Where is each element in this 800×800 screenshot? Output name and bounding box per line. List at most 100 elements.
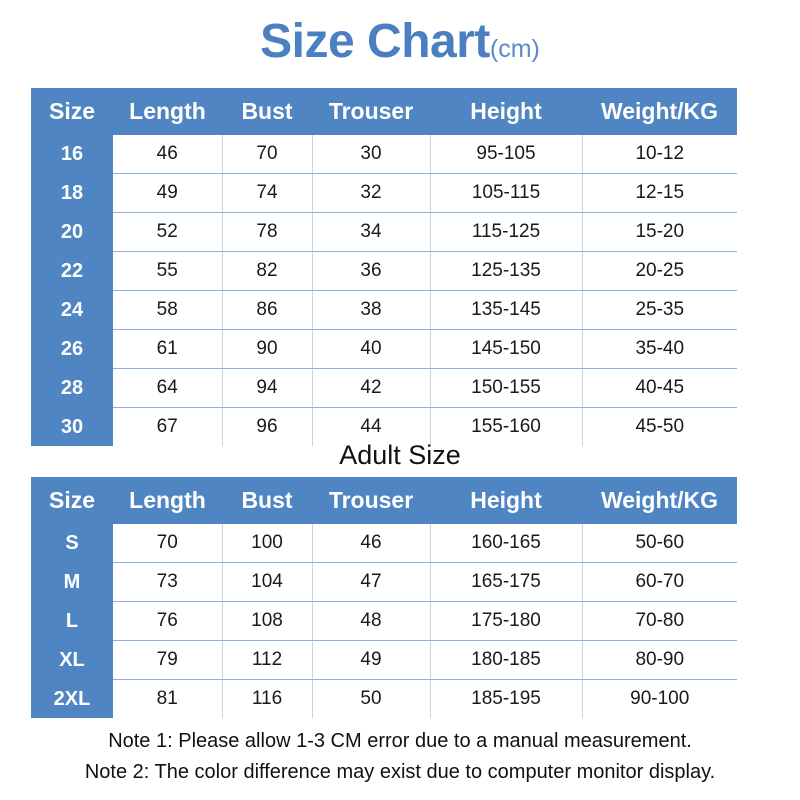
cell-weight: 60-70 — [582, 562, 737, 602]
adult-table-body: S 70 100 46 160-165 50-60 M 73 104 47 165-175 60-70… — [31, 524, 737, 718]
column-header-height: Height — [430, 88, 582, 135]
cell-length: 64 — [113, 368, 223, 408]
table-row: 18 49 74 32 105-115 12-15 — [31, 173, 737, 213]
cell-height: 165-175 — [430, 562, 583, 602]
cell-trouser: 47 — [312, 562, 431, 602]
cell-trouser: 49 — [312, 640, 431, 680]
cell-height: 175-180 — [430, 601, 583, 641]
adult-size-table: Size Length Bust Trouser Height Weight/K… — [31, 477, 737, 718]
column-header-height: Height — [430, 477, 582, 524]
cell-bust: 90 — [222, 329, 313, 369]
table-row: 22 55 82 36 125-135 20-25 — [31, 251, 737, 291]
kids-table-body: 16 46 70 30 95-105 10-12 18 49 74 32 105-115 12-15 2… — [31, 135, 737, 446]
cell-bust: 116 — [222, 679, 313, 718]
kids-size-table: Size Length Bust Trouser Height Weight/K… — [31, 88, 737, 446]
cell-height: 150-155 — [430, 368, 583, 408]
cell-height: 160-165 — [430, 524, 583, 563]
cell-height: 145-150 — [430, 329, 583, 369]
cell-height: 185-195 — [430, 679, 583, 718]
column-header-size: Size — [31, 477, 113, 524]
cell-bust: 74 — [222, 173, 313, 213]
cell-size: 2XL — [31, 679, 113, 718]
column-header-length: Length — [113, 477, 222, 524]
cell-height: 180-185 — [430, 640, 583, 680]
cell-trouser: 30 — [312, 135, 431, 174]
cell-bust: 86 — [222, 290, 313, 330]
column-header-weight: Weight/KG — [582, 88, 737, 135]
page-title-unit: (cm) — [489, 35, 540, 63]
cell-length: 49 — [113, 173, 223, 213]
cell-bust: 70 — [222, 135, 313, 174]
table-row: 20 52 78 34 115-125 15-20 — [31, 212, 737, 252]
cell-trouser: 42 — [312, 368, 431, 408]
cell-length: 67 — [113, 407, 223, 446]
cell-bust: 108 — [222, 601, 313, 641]
cell-length: 52 — [113, 212, 223, 252]
cell-size: 18 — [31, 173, 113, 213]
column-header-weight: Weight/KG — [582, 477, 737, 524]
kids-table-header: Size Length Bust Trouser Height Weight/K… — [31, 88, 737, 135]
cell-bust: 104 — [222, 562, 313, 602]
adult-table-header: Size Length Bust Trouser Height Weight/K… — [31, 477, 737, 524]
cell-size: 16 — [31, 135, 113, 174]
table-row: XL 79 112 49 180-185 80-90 — [31, 640, 737, 680]
cell-size: 30 — [31, 407, 113, 446]
cell-length: 55 — [113, 251, 223, 291]
table-row: 16 46 70 30 95-105 10-12 — [31, 135, 737, 174]
column-header-trouser: Trouser — [312, 88, 430, 135]
cell-size: M — [31, 562, 113, 602]
note-line-1: Note 1: Please allow 1-3 CM error due to… — [108, 730, 692, 752]
column-header-trouser: Trouser — [312, 477, 430, 524]
cell-length: 76 — [113, 601, 223, 641]
cell-weight: 70-80 — [582, 601, 737, 641]
cell-trouser: 38 — [312, 290, 431, 330]
cell-size: 20 — [31, 212, 113, 252]
cell-size: 28 — [31, 368, 113, 408]
cell-height: 155-160 — [430, 407, 583, 446]
cell-trouser: 40 — [312, 329, 431, 369]
cell-height: 125-135 — [430, 251, 583, 291]
note-line-2: Note 2: The color difference may exist d… — [84, 761, 716, 783]
cell-bust: 82 — [222, 251, 313, 291]
cell-bust: 78 — [222, 212, 313, 252]
table-row: M 73 104 47 165-175 60-70 — [31, 562, 737, 602]
cell-height: 105-115 — [430, 173, 583, 213]
cell-trouser: 50 — [312, 679, 431, 718]
cell-length: 46 — [113, 135, 223, 174]
cell-height: 115-125 — [430, 212, 583, 252]
table-row: 30 67 96 44 155-160 45-50 — [31, 407, 737, 446]
table-row: 26 61 90 40 145-150 35-40 — [31, 329, 737, 369]
cell-length: 79 — [113, 640, 223, 680]
table-row: 24 58 86 38 135-145 25-35 — [31, 290, 737, 330]
cell-bust: 94 — [222, 368, 313, 408]
cell-size: L — [31, 601, 113, 641]
cell-trouser: 44 — [312, 407, 431, 446]
cell-size: XL — [31, 640, 113, 680]
page-title: Size Chart(cm) — [0, 14, 800, 69]
cell-height: 135-145 — [430, 290, 583, 330]
cell-weight: 12-15 — [582, 173, 737, 213]
table-row: L 76 108 48 175-180 70-80 — [31, 601, 737, 641]
cell-trouser: 34 — [312, 212, 431, 252]
cell-weight: 40-45 — [582, 368, 737, 408]
page-title-main: Size Chart — [260, 15, 490, 68]
cell-weight: 15-20 — [582, 212, 737, 252]
notes-block: Note 1: Please allow 1-3 CM error due to… — [0, 726, 800, 788]
cell-size: S — [31, 524, 113, 563]
cell-length: 70 — [113, 524, 223, 563]
cell-weight: 10-12 — [582, 135, 737, 174]
cell-weight: 35-40 — [582, 329, 737, 369]
table-header-row: Size Length Bust Trouser Height Weight/K… — [31, 88, 737, 135]
cell-weight: 50-60 — [582, 524, 737, 563]
cell-trouser: 46 — [312, 524, 431, 563]
table-header-row: Size Length Bust Trouser Height Weight/K… — [31, 477, 737, 524]
cell-length: 73 — [113, 562, 223, 602]
column-header-bust: Bust — [222, 88, 312, 135]
column-header-bust: Bust — [222, 477, 312, 524]
cell-height: 95-105 — [430, 135, 583, 174]
cell-trouser: 48 — [312, 601, 431, 641]
column-header-length: Length — [113, 88, 222, 135]
cell-size: 24 — [31, 290, 113, 330]
table-row: 2XL 81 116 50 185-195 90-100 — [31, 679, 737, 718]
